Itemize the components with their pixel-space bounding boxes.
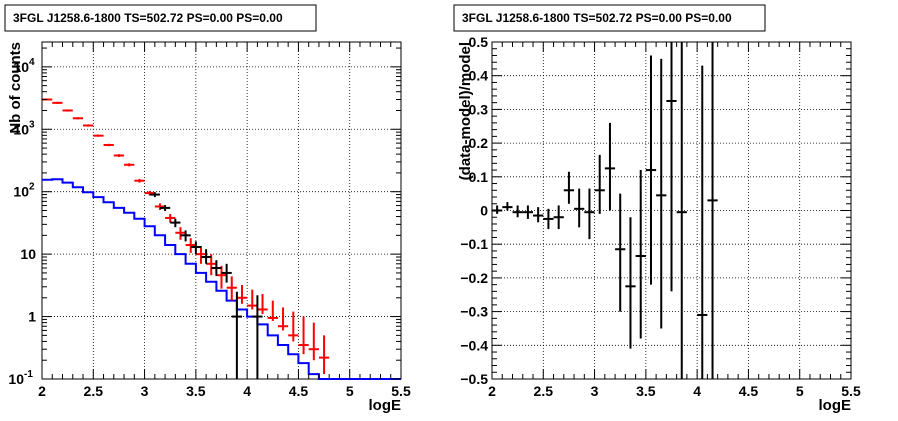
right-y-tick-label: 0 — [480, 203, 488, 219]
right-x-tick-label: 3 — [591, 383, 599, 399]
left-x-tick-label: 2 — [38, 383, 46, 399]
right-x-tick-label: 5 — [796, 383, 804, 399]
left-y-tick-label: 10 — [13, 184, 29, 200]
right-y-tick-label: −0.4 — [460, 337, 488, 353]
left-frame — [41, 41, 402, 380]
right-x-tick-label: 2 — [488, 383, 496, 399]
left-model-step-line — [42, 178, 401, 380]
left-x-tick-label: 4 — [243, 383, 251, 399]
right-x-tick-label: 2.5 — [534, 383, 554, 399]
left-y-tick-label: 1 — [28, 309, 36, 325]
right-x-axis-label: logE — [819, 397, 852, 414]
right-x-tick-label: 3.5 — [636, 383, 656, 399]
right-series — [492, 42, 718, 379]
right-y-tick-label: −0.2 — [460, 270, 488, 286]
right-x-tick-label: 5.5 — [841, 383, 861, 399]
left-title-box — [4, 4, 317, 32]
right-y-tick-label: −0.5 — [460, 371, 488, 387]
right-y-axis-label: (data-model)/model — [457, 42, 474, 180]
right-grid — [492, 42, 851, 379]
left-y-tick-exponent: 2 — [29, 182, 35, 193]
right-y-tick-label: 0.4 — [469, 68, 489, 84]
left-y-tick-exponent: 4 — [29, 57, 35, 68]
right-title: 3FGL J1258.6-1800 TS=502.72 PS=0.00 PS=0… — [462, 11, 732, 25]
left-x-tick-label: 3 — [141, 383, 149, 399]
left-y-tick-exponent: -1 — [24, 369, 33, 380]
right-y-tick-label: 0.5 — [469, 34, 489, 50]
left-y-tick-label: 10 — [13, 59, 29, 75]
right-y-tick-label: −0.3 — [460, 304, 488, 320]
left-y-tick-exponent: 3 — [29, 119, 35, 130]
right-x-tick-label: 4.5 — [739, 383, 759, 399]
right-plot-panel: 3FGL J1258.6-1800 TS=502.72 PS=0.00 PS=0… — [453, 4, 861, 414]
left-plot-panel: 3FGL J1258.6-1800 TS=502.72 PS=0.00 PS=0… — [4, 4, 411, 414]
right-y-tick-label: −0.1 — [460, 236, 488, 252]
left-y-tick-label: 10 — [20, 246, 36, 262]
left-series — [42, 98, 401, 380]
left-y-tick-label: 10 — [13, 121, 29, 137]
right-ticks: 2 2.5 3 3.5 4 4.5 5 5.5 −0.5 −0.4 −0.3 −0.2 −0.1 0 0.1… — [460, 34, 861, 399]
right-y-tick-label: 0.2 — [469, 135, 489, 151]
left-grid — [42, 42, 401, 379]
left-y-tick-label: 10 — [8, 371, 24, 387]
right-title-box — [453, 4, 766, 32]
left-y-axis-label: Nb of counts — [7, 42, 24, 134]
left-x-tick-label: 3.5 — [186, 383, 206, 399]
right-y-tick-label: 0.1 — [469, 169, 489, 185]
left-x-tick-label: 5.5 — [391, 383, 411, 399]
left-x-tick-label: 5 — [346, 383, 354, 399]
left-x-axis-label: logE — [369, 397, 402, 414]
left-x-tick-label: 2.5 — [84, 383, 104, 399]
right-x-tick-label: 4 — [693, 383, 701, 399]
left-title: 3FGL J1258.6-1800 TS=502.72 PS=0.00 PS=0… — [13, 11, 283, 25]
right-y-tick-label: 0.3 — [469, 101, 489, 117]
left-x-tick-label: 4.5 — [289, 383, 309, 399]
